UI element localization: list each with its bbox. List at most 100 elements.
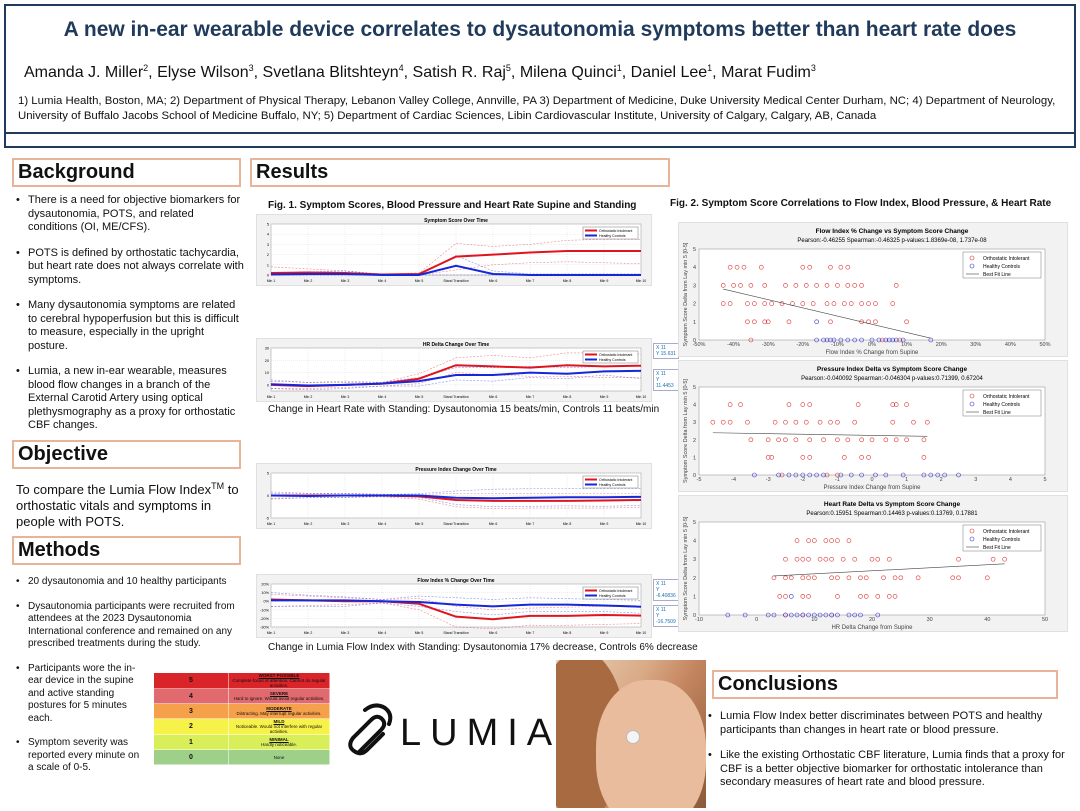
fig2-title: Fig. 2. Symptom Score Correlations to Fl…	[670, 198, 1052, 209]
y-tick-label: 4	[267, 233, 269, 237]
y-tick-label: 0	[267, 494, 269, 498]
control-point	[831, 337, 837, 343]
y-tick-label: 1	[693, 455, 696, 461]
lumia-wordmark: LUMIA	[400, 712, 562, 754]
orthostatic-point	[950, 575, 956, 581]
x-tick-label: 40	[984, 617, 990, 623]
orthostatic-point	[840, 556, 846, 562]
orthostatic-point	[835, 437, 840, 443]
severity-row: 4 SEVERE Hard to ignore. Would avoid regul…	[153, 688, 330, 704]
lower-band-line	[271, 261, 642, 276]
severity-row: 2 MILD Noticeable. Would not interfere wit…	[153, 718, 330, 735]
orthostatic-point	[807, 437, 813, 443]
fig1-title: Fig. 1. Symptom Scores, Blood Pressure a…	[268, 200, 637, 211]
legend-marker	[969, 393, 975, 399]
severity-label: MODERATE	[266, 706, 292, 711]
orthostatic-point	[810, 301, 816, 306]
severity-label: SEVERE	[269, 691, 289, 696]
results-heading: Results	[250, 158, 670, 187]
control-point	[776, 472, 781, 478]
y-tick-label: 5	[693, 385, 696, 391]
control-point	[845, 337, 851, 343]
x-tick-label: Stand Transition	[443, 522, 468, 526]
control-point	[846, 612, 852, 618]
x-tick-label: Stand Transition	[443, 395, 468, 399]
orthostatic-point	[800, 575, 806, 581]
orthostatic-point	[720, 283, 726, 288]
control-point	[900, 472, 906, 478]
series-line	[270, 494, 642, 500]
control-point	[806, 612, 811, 618]
control-point	[900, 337, 906, 343]
line-chart-svg: Flow Index % Change Over Time Min 1 Min 2 M…	[260, 578, 646, 635]
bullet-item: There is a need for objective biomarkers…	[16, 194, 246, 235]
x-tick-label: Min 9	[600, 522, 609, 526]
orthostatic-point	[852, 283, 857, 288]
control-point	[935, 472, 941, 478]
orthostatic-point	[904, 402, 909, 407]
chart-subtitle: Pearson:-0.46255 Spearman:-0.46325 p-val…	[797, 238, 987, 244]
orthostatic-point	[890, 419, 896, 425]
control-point	[814, 472, 819, 478]
control-point	[800, 472, 806, 478]
x-tick-label: 30	[927, 617, 933, 623]
pressure-vs-symptom-scatter: Pressure Index Delta vs Symptom Score Ch…	[678, 360, 1068, 492]
x-tick-label: Min 2	[304, 522, 313, 526]
hr-caption: Change in Heart Rate with Standing: Dysa…	[268, 404, 660, 415]
x-tick-label: -5	[697, 477, 702, 483]
conclusions-heading: Conclusions	[712, 670, 1058, 699]
control-point	[765, 612, 771, 618]
objective-text-b: to orthostatic vitals and symptoms in pe…	[16, 482, 239, 530]
y-tick-label: 3	[693, 283, 696, 289]
orthostatic-point	[873, 319, 878, 325]
orthostatic-point	[835, 575, 840, 581]
control-point	[835, 612, 840, 618]
series-line	[271, 599, 642, 608]
bullet-item: 20 dysautonomia and 10 healthy participa…	[16, 576, 246, 589]
y-axis-label: Symptom Score Delta from Lay min 5 [0-5]	[683, 516, 689, 620]
orthostatic-point	[800, 556, 806, 562]
author-name: Svetlana Blitshteyn	[262, 64, 399, 82]
x-tick-label: 0%	[868, 342, 876, 348]
line-chart-svg: HR Delta Change Over Time Min 1 Min 2 Min 3…	[265, 342, 647, 399]
severity-description: WORST POSSIBLE Complete focus of attentio…	[228, 672, 330, 689]
control-point	[852, 337, 857, 343]
orthostatic-point	[835, 472, 840, 478]
control-point	[838, 337, 844, 343]
orthostatic-point	[748, 437, 754, 443]
upper-band-line	[270, 491, 641, 495]
control-point	[838, 472, 844, 478]
symptom-score-chart: Symptom Score Over Time Min 1 Min 2 Min 3 Mi…	[256, 214, 652, 286]
legend-marker	[969, 255, 975, 261]
x-tick-label: Min 1	[267, 522, 276, 526]
chart-title: Heart Rate Delta vs Symptom Score Change	[824, 501, 961, 508]
y-tick-label: 30	[265, 347, 269, 351]
x-tick-label: Min 9	[600, 631, 609, 635]
orthostatic-point	[777, 594, 783, 599]
orthostatic-point	[731, 283, 736, 288]
y-tick-label: 0	[267, 274, 269, 278]
orthostatic-point	[925, 419, 930, 425]
orthostatic-point	[783, 556, 788, 562]
poster-title: A new in-ear wearable device correlates …	[63, 18, 1017, 41]
y-tick-label: 0	[693, 473, 696, 479]
y-tick-label: 2	[693, 302, 696, 308]
x-tick-label: 50%	[1039, 342, 1050, 348]
severity-row: 0 None	[153, 749, 330, 765]
x-tick-label: Min 5	[415, 279, 424, 283]
orthostatic-point	[806, 594, 811, 599]
x-tick-label: Min 8	[563, 522, 572, 526]
severity-score: 2	[153, 718, 229, 735]
pressure-index-chart: Pressure Index Change Over Time Min 1 Min …	[256, 463, 652, 529]
orthostatic-point	[779, 472, 785, 478]
orthostatic-point	[915, 575, 921, 581]
orthostatic-point	[835, 283, 840, 288]
orthostatic-point	[793, 283, 799, 288]
severity-score: 3	[153, 703, 229, 719]
datatip-y: Y -16.7509	[656, 613, 676, 625]
orthostatic-point	[762, 283, 768, 288]
orthostatic-point	[783, 575, 788, 581]
bullet-item: Lumia, a new in-ear wearable, measures b…	[16, 365, 246, 433]
scatter-chart-svg: Flow Index % Change vs Symptom Score Cha…	[683, 228, 1051, 356]
orthostatic-point	[898, 575, 904, 581]
